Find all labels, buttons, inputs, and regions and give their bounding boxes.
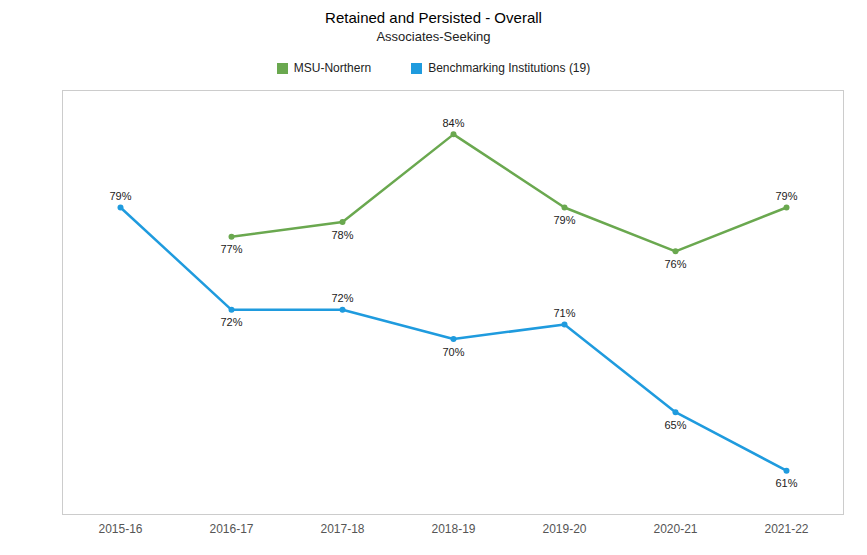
html-text:Benchmarking Institutions (19): Benchmarking Institutions (19)	[428, 61, 591, 75]
svg-text:2018-19: 2018-19	[431, 522, 475, 536]
svg-text:65%: 65%	[664, 419, 686, 431]
svg-text:79%: 79%	[775, 190, 797, 202]
svg-text:2017-18: 2017-18	[320, 522, 364, 536]
svg-text:2015-16: 2015-16	[98, 522, 142, 536]
svg-text:78%: 78%	[331, 229, 353, 241]
svg-text:72%: 72%	[331, 292, 353, 304]
html-text:Associates-Seeking: Associates-Seeking	[376, 29, 491, 44]
svg-text:79%: 79%	[109, 190, 131, 202]
svg-text:61%: 61%	[775, 477, 797, 489]
svg-text:2019-20: 2019-20	[542, 522, 586, 536]
svg-text:70%: 70%	[442, 346, 464, 358]
svg-text:72%: 72%	[220, 316, 242, 328]
svg-text:2021-22: 2021-22	[764, 522, 808, 536]
svg-text:84%: 84%	[442, 117, 464, 129]
svg-text:2016-17: 2016-17	[209, 522, 253, 536]
svg-text:76%: 76%	[664, 258, 686, 270]
svg-text:71%: 71%	[553, 307, 575, 319]
svg-text:79%: 79%	[553, 214, 575, 226]
html-text:MSU-Northern: MSU-Northern	[293, 61, 372, 75]
html-text:Retained and Persisted - Overa: Retained and Persisted - Overall	[325, 9, 542, 26]
svg-text:2020-21: 2020-21	[653, 522, 697, 536]
svg-text:77%: 77%	[220, 243, 242, 255]
